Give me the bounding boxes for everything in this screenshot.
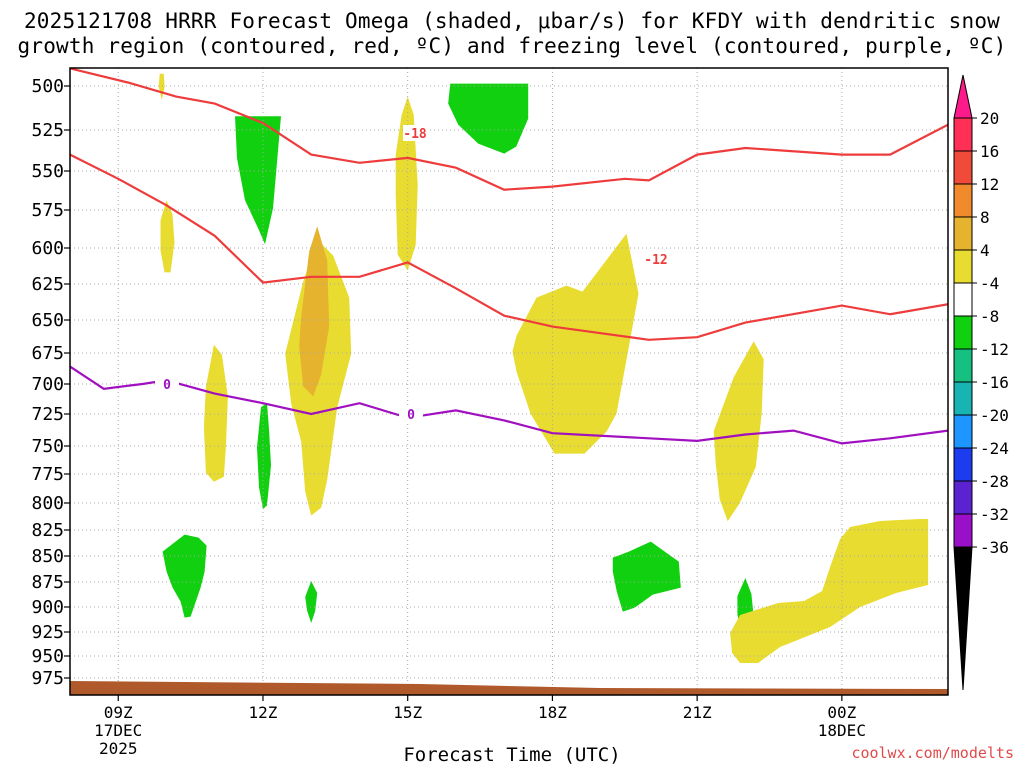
omega-region <box>160 200 175 273</box>
terrain-band <box>70 681 948 695</box>
omega-region <box>158 73 165 100</box>
x-tick-label: 12Z <box>249 703 278 722</box>
contour-label: -18 <box>403 127 427 142</box>
colorbar-label: -8 <box>980 307 999 326</box>
y-tick-label: 625 <box>31 274 64 295</box>
y-tick-label: 650 <box>31 310 64 331</box>
y-tick-label: 550 <box>31 161 64 182</box>
colorbar-top-arrow <box>953 74 973 119</box>
omega-region <box>257 403 271 510</box>
y-tick-label: 900 <box>31 597 64 618</box>
colorbar-label: 20 <box>980 109 999 128</box>
colorbar-segment <box>953 348 973 383</box>
y-tick-label: 825 <box>31 520 64 541</box>
omega-region <box>512 233 639 454</box>
y-tick-label: 675 <box>31 343 64 364</box>
colorbar-label: -36 <box>980 538 1009 557</box>
x-tick-label: 21Z <box>683 703 712 722</box>
colorbar-segment <box>953 315 973 350</box>
colorbar-segment <box>953 150 973 185</box>
y-tick-label: 925 <box>31 622 64 643</box>
x-tick-label: 00Z <box>827 703 856 722</box>
contour-label: 0 <box>407 408 415 423</box>
y-tick-label: 750 <box>31 436 64 457</box>
colorbar-label: -4 <box>980 274 999 293</box>
contour-label-bg <box>399 406 423 422</box>
omega-region <box>395 96 418 271</box>
omega-region <box>235 116 281 245</box>
colorbar-segment <box>953 282 973 317</box>
x-axis-title: Forecast Time (UTC) <box>403 744 621 766</box>
x-tick-label: 15Z <box>393 703 422 722</box>
colorbar-label: -28 <box>980 472 1009 491</box>
colorbar-segment <box>953 414 973 449</box>
colorbar-segment <box>953 117 973 152</box>
colorbar-segment <box>953 183 973 218</box>
contour-line <box>70 365 948 445</box>
contour-line <box>70 68 948 191</box>
x-tick-date: 17DEC <box>94 721 142 740</box>
omega-region <box>713 341 764 522</box>
colorbar-label: -12 <box>980 340 1009 359</box>
colorbar-label: 8 <box>980 208 990 227</box>
colorbar-segment <box>953 513 973 548</box>
colorbar-label: -24 <box>980 439 1009 458</box>
y-tick-label: 700 <box>31 374 64 395</box>
colorbar-label: 12 <box>980 175 999 194</box>
y-tick-label: 850 <box>31 546 64 567</box>
x-tick-label: 09Z <box>104 703 133 722</box>
contour-label-bg <box>403 125 427 141</box>
colorbar-label: 4 <box>980 241 990 260</box>
y-tick-label: 525 <box>31 120 64 141</box>
omega-region <box>448 83 529 154</box>
contour-line <box>70 153 948 341</box>
omega-region <box>299 226 330 397</box>
y-tick-label: 500 <box>31 76 64 97</box>
x-tick-label: 18Z <box>538 703 567 722</box>
colorbar-segment <box>953 480 973 515</box>
colorbar-label: 16 <box>980 142 999 161</box>
contour-label: 0 <box>163 378 171 393</box>
omega-region <box>730 519 929 663</box>
chart-title-line-1: 2025121708 HRRR Forecast Omega (shaded, … <box>23 9 1001 33</box>
colorbar-segment <box>953 216 973 251</box>
omega-region <box>203 344 228 482</box>
colorbar-segment <box>953 249 973 284</box>
colorbar-bottom-arrow <box>953 546 973 691</box>
y-tick-label: 975 <box>31 668 64 689</box>
contour-label: -12 <box>644 253 667 268</box>
omega-region <box>305 581 318 623</box>
y-tick-label: 600 <box>31 238 64 259</box>
y-tick-label: 950 <box>31 646 64 667</box>
chart-title-line-2: growth region (contoured, red, ºC) and f… <box>17 34 1007 58</box>
colorbar-segment <box>953 447 973 482</box>
y-tick-label: 575 <box>31 200 64 221</box>
source-credit[interactable]: coolwx.com/modelts <box>851 744 1014 762</box>
plot-area: -18 -12 0 0 <box>70 68 948 695</box>
colorbar-label: -32 <box>980 505 1009 524</box>
y-tick-label: 800 <box>31 493 64 514</box>
x-tick-date: 18DEC <box>818 721 866 740</box>
colorbar-segment <box>953 381 973 416</box>
contour-label-bg <box>644 251 668 267</box>
colorbar-label: -20 <box>980 406 1009 425</box>
plot-frame <box>69 67 949 696</box>
y-tick-label: 775 <box>31 464 64 485</box>
omega-region <box>162 534 207 618</box>
x-tick-year: 2025 <box>99 739 138 758</box>
contour-label-bg <box>155 376 179 392</box>
y-tick-label: 725 <box>31 404 64 425</box>
omega-region <box>612 541 681 612</box>
colorbar-label: -16 <box>980 373 1009 392</box>
y-tick-label: 875 <box>31 572 64 593</box>
